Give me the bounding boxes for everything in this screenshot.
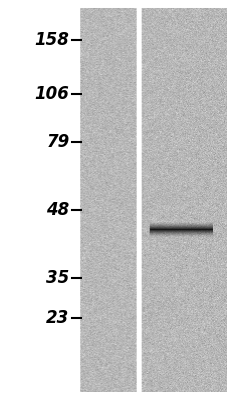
- Text: 48: 48: [46, 201, 69, 219]
- Text: 158: 158: [35, 31, 69, 49]
- Text: 23: 23: [46, 309, 69, 327]
- Text: 79: 79: [46, 133, 69, 151]
- Text: 35: 35: [46, 269, 69, 287]
- Text: 106: 106: [35, 85, 69, 103]
